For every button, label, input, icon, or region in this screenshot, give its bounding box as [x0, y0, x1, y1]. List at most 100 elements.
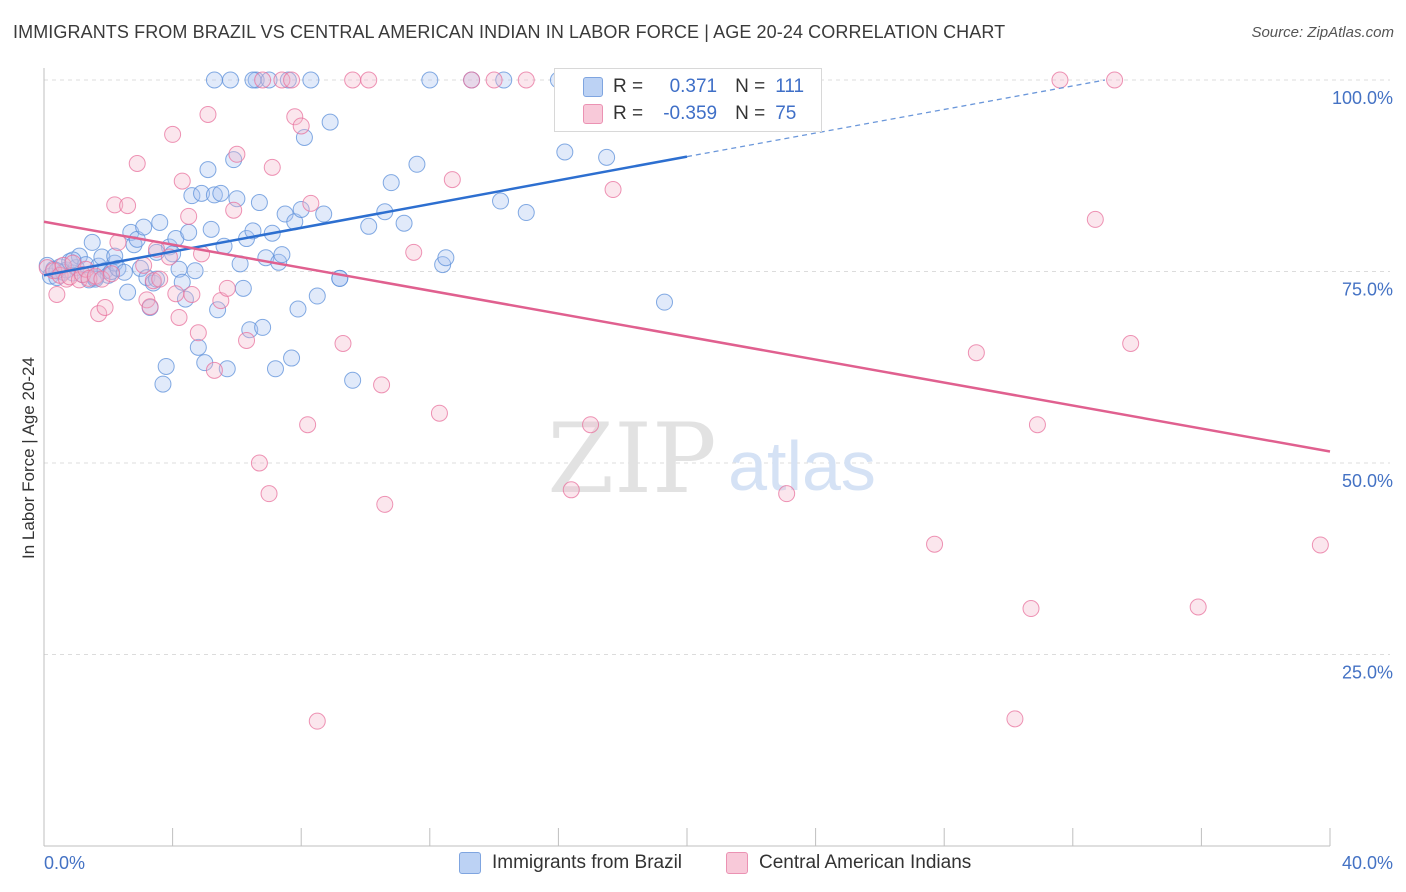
y-tick-labels: 100.0% 75.0% 50.0% 25.0% — [1332, 88, 1393, 683]
data-point — [205, 71, 223, 89]
data-point — [1022, 600, 1040, 618]
data-point — [405, 243, 423, 261]
legend-swatch-central-american — [583, 104, 603, 124]
data-point — [321, 113, 339, 131]
data-point — [199, 105, 217, 123]
x-tick-labels: 0.0% 40.0% — [44, 853, 1393, 873]
data-point — [360, 71, 378, 89]
data-point — [273, 246, 291, 264]
data-point — [225, 201, 243, 219]
data-point — [485, 71, 503, 89]
data-point — [119, 283, 137, 301]
data-point — [48, 285, 66, 303]
data-point — [778, 485, 796, 503]
source-credit: Source: ZipAtlas.com — [1251, 24, 1394, 41]
gridlines — [44, 79, 1390, 655]
data-point — [106, 196, 124, 214]
legend-n-value: 75 — [775, 103, 797, 124]
data-point — [286, 108, 304, 126]
data-point — [234, 279, 252, 297]
data-point — [967, 344, 985, 362]
legend-row-brazil: R = 0.371 N = 111 — [583, 74, 804, 100]
trend-lines — [43, 79, 1331, 453]
y-tick-label: 25.0% — [1342, 663, 1393, 683]
data-point — [119, 197, 137, 215]
data-point — [218, 279, 236, 297]
data-point — [1028, 416, 1046, 434]
data-point — [167, 285, 185, 303]
data-point — [382, 174, 400, 192]
data-point — [189, 324, 207, 342]
legend-r-value: 0.371 — [669, 76, 718, 97]
legend-swatch-brazil — [459, 852, 481, 874]
data-point — [106, 247, 124, 265]
legend-r-label: R = — [613, 76, 644, 97]
data-point — [83, 233, 101, 251]
data-point — [926, 535, 944, 553]
data-point — [292, 200, 310, 218]
legend-n-value: 111 — [775, 76, 805, 97]
data-point — [273, 71, 291, 89]
data-point — [604, 181, 622, 199]
data-point — [151, 213, 169, 231]
data-point — [260, 485, 278, 503]
data-point — [115, 263, 133, 281]
data-point — [96, 299, 114, 317]
data-point — [90, 305, 108, 323]
data-point — [1006, 710, 1024, 728]
data-point — [141, 298, 159, 316]
trend-line-brazil-extension — [686, 79, 1106, 158]
data-point — [244, 71, 262, 89]
legend-item-central-american: Central American Indians — [726, 852, 971, 874]
data-point — [151, 270, 169, 288]
y-tick-label: 100.0% — [1332, 88, 1393, 108]
data-point — [495, 71, 513, 89]
legend-swatch-brazil — [583, 77, 603, 97]
data-point — [131, 259, 149, 277]
data-point — [135, 218, 153, 236]
data-point — [463, 71, 481, 89]
data-point — [373, 376, 391, 394]
data-point — [283, 349, 301, 367]
data-point — [241, 321, 259, 339]
legend-n-label: N = — [735, 76, 766, 97]
series-central-american-points — [38, 71, 1329, 730]
legend-r-label: R = — [613, 103, 644, 124]
data-point — [299, 416, 317, 434]
data-point — [1311, 536, 1329, 554]
watermark: ZIP atlas — [547, 403, 876, 515]
data-point — [395, 214, 413, 232]
data-point — [360, 217, 378, 235]
legend-item-brazil: Immigrants from Brazil — [459, 852, 682, 874]
data-point — [218, 360, 236, 378]
data-point — [517, 204, 535, 222]
x-tick-label: 0.0% — [44, 853, 85, 873]
data-point — [266, 360, 284, 378]
legend-swatch-central-american — [726, 852, 748, 874]
data-point — [135, 256, 153, 274]
data-point — [250, 194, 268, 212]
data-point — [183, 285, 201, 303]
data-point — [225, 151, 243, 169]
data-point — [443, 171, 461, 189]
data-point — [408, 155, 426, 173]
y-tick-label: 75.0% — [1342, 280, 1393, 300]
data-point — [202, 220, 220, 238]
data-point — [154, 375, 172, 393]
data-point — [103, 265, 121, 283]
legend-r-value: -0.359 — [663, 103, 718, 124]
watermark-zip: ZIP — [547, 403, 716, 515]
legend-n-label: N = — [735, 103, 766, 124]
data-point — [180, 207, 198, 225]
data-point — [334, 335, 352, 353]
data-point — [1122, 335, 1140, 353]
data-point — [254, 71, 272, 89]
legend-label-central-american: Central American Indians — [759, 852, 972, 873]
data-point — [492, 192, 510, 210]
data-point — [144, 272, 162, 290]
data-point — [199, 161, 217, 179]
data-point — [80, 269, 98, 287]
data-point — [238, 331, 256, 349]
legend-label-brazil: Immigrants from Brazil — [492, 852, 683, 873]
